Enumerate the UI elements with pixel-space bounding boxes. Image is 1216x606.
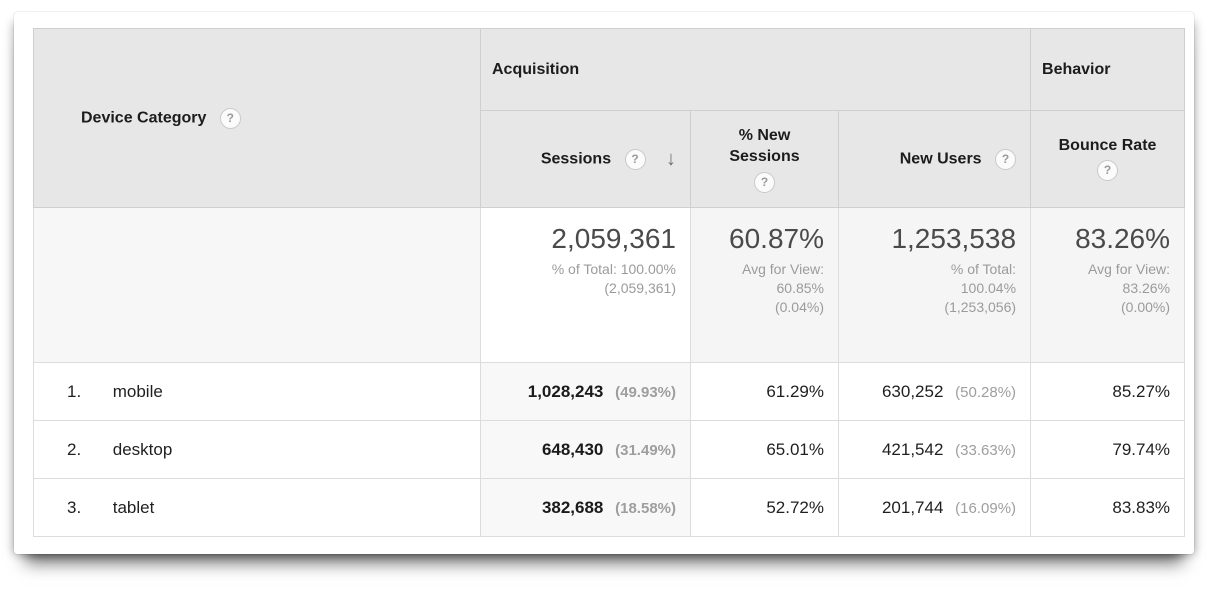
summary-percent-new-sessions-cell: 60.87% Avg for View: 60.85% (0.04%) [690, 207, 839, 363]
summary-bounce-rate-value: 83.26% [1075, 223, 1171, 254]
device-cell: 2. desktop [33, 420, 481, 479]
metric-header-row: Sessions ? ↓ % New Sessions ? New Users … [34, 110, 1186, 208]
bounce-rate-cell: 79.74% [1030, 420, 1186, 479]
summary-percent-new-sessions-value: 60.87% [729, 223, 824, 254]
help-icon[interactable]: ? [624, 148, 646, 170]
summary-bounce-rate-subline: 83.26% [1122, 280, 1171, 296]
sessions-cell: 648,430 (31.49%) [480, 420, 691, 479]
column-header-sessions[interactable]: Sessions ? ↓ [480, 110, 691, 208]
device-name: mobile [112, 381, 163, 401]
sessions-share: (49.93%) [615, 383, 676, 401]
summary-new-users-cell: 1,253,538 % of Total: 100.04% (1,253,056… [837, 207, 1032, 363]
column-header-new-users[interactable]: New Users ? [837, 110, 1032, 208]
group-header-behavior: Behavior [1030, 28, 1186, 111]
percent-new-sessions-cell: 52.72% [690, 478, 839, 537]
sessions-label: Sessions [540, 150, 612, 168]
table-row-desktop: 2. desktop 648,430 (31.49%) 65.01% 421,5… [33, 420, 1186, 479]
summary-new-users-subline: % of Total: [950, 261, 1017, 277]
new-users-label: New Users [899, 150, 982, 168]
column-header-bounce-rate[interactable]: Bounce Rate ? [1030, 110, 1186, 208]
row-rank: 3. [67, 497, 82, 517]
new-users-value: 421,542 [881, 439, 944, 459]
new-users-value: 630,252 [881, 381, 944, 401]
device-name: desktop [112, 439, 173, 459]
new-users-cell: 421,542 (33.63%) [837, 420, 1032, 479]
sessions-cell: 1,028,243 (49.93%) [480, 362, 691, 421]
summary-new-users-subline: 100.04% [960, 280, 1017, 296]
new-users-cell: 630,252 (50.28%) [837, 362, 1032, 421]
sessions-cell: 382,688 (18.58%) [480, 478, 691, 537]
device-cell: 3. tablet [33, 478, 481, 537]
bounce-rate-label: Bounce Rate [1058, 137, 1157, 154]
summary-row: 2,059,361 % of Total: 100.00% (2,059,361… [33, 207, 1186, 363]
report-card: Device Category ? Acquisition Behavior S… [14, 12, 1194, 554]
help-icon[interactable]: ? [1097, 160, 1119, 181]
help-icon[interactable]: ? [995, 148, 1017, 170]
new-users-share: (16.09%) [955, 499, 1017, 517]
sessions-share: (18.58%) [615, 499, 676, 517]
sessions-value: 648,430 [541, 439, 604, 459]
summary-bounce-rate-subline: Avg for View: [1088, 261, 1171, 277]
new-users-share: (50.28%) [955, 383, 1017, 401]
summary-new-users-value: 1,253,538 [891, 223, 1017, 254]
summary-sessions-subline: (2,059,361) [604, 280, 676, 296]
summary-bounce-rate-cell: 83.26% Avg for View: 83.26% (0.00%) [1030, 207, 1186, 363]
summary-device-cell [33, 207, 481, 363]
device-cell: 1. mobile [33, 362, 481, 421]
percent-new-sessions-cell: 65.01% [690, 420, 839, 479]
sort-descending-icon[interactable]: ↓ [666, 147, 676, 170]
new-users-cell: 201,744 (16.09%) [837, 478, 1032, 537]
device-category-table: Device Category ? Acquisition Behavior S… [33, 28, 1186, 537]
column-header-percent-new-sessions[interactable]: % New Sessions ? [690, 110, 839, 208]
acquisition-label: Acquisition [492, 60, 580, 78]
sessions-value: 1,028,243 [527, 381, 604, 401]
row-rank: 1. [67, 381, 82, 401]
summary-new-users-subline: (1,253,056) [944, 299, 1017, 315]
summary-percent-new-sessions-subline: 60.85% [776, 280, 824, 296]
table-row-tablet: 3. tablet 382,688 (18.58%) 52.72% 201,74… [33, 478, 1186, 537]
summary-sessions-value: 2,059,361 [551, 223, 676, 254]
summary-sessions-cell: 2,059,361 % of Total: 100.00% (2,059,361… [480, 207, 691, 363]
device-category-label: Device Category [81, 109, 207, 127]
bounce-rate-cell: 85.27% [1030, 362, 1186, 421]
bounce-rate-cell: 83.83% [1030, 478, 1186, 537]
percent-new-sessions-label: % New Sessions [729, 127, 800, 165]
sessions-value: 382,688 [541, 497, 604, 517]
summary-percent-new-sessions-subline: (0.04%) [774, 299, 824, 315]
summary-bounce-rate-subline: (0.00%) [1121, 299, 1171, 315]
group-header-row: Device Category ? Acquisition Behavior [33, 28, 1186, 208]
summary-percent-new-sessions-subline: Avg for View: [742, 261, 824, 277]
sessions-share: (31.49%) [615, 441, 676, 459]
table-row-mobile: 1. mobile 1,028,243 (49.93%) 61.29% 630,… [33, 362, 1186, 421]
behavior-label: Behavior [1042, 60, 1111, 78]
new-users-value: 201,744 [881, 497, 944, 517]
percent-new-sessions-cell: 61.29% [690, 362, 839, 421]
help-icon[interactable]: ? [219, 107, 241, 129]
group-header-acquisition: Acquisition [479, 28, 1032, 111]
device-name: tablet [112, 497, 155, 517]
column-header-device-category[interactable]: Device Category ? [33, 28, 481, 208]
new-users-share: (33.63%) [955, 441, 1017, 459]
row-rank: 2. [67, 439, 82, 459]
summary-sessions-subline: % of Total: 100.00% [551, 261, 676, 277]
help-icon[interactable]: ? [754, 172, 775, 193]
